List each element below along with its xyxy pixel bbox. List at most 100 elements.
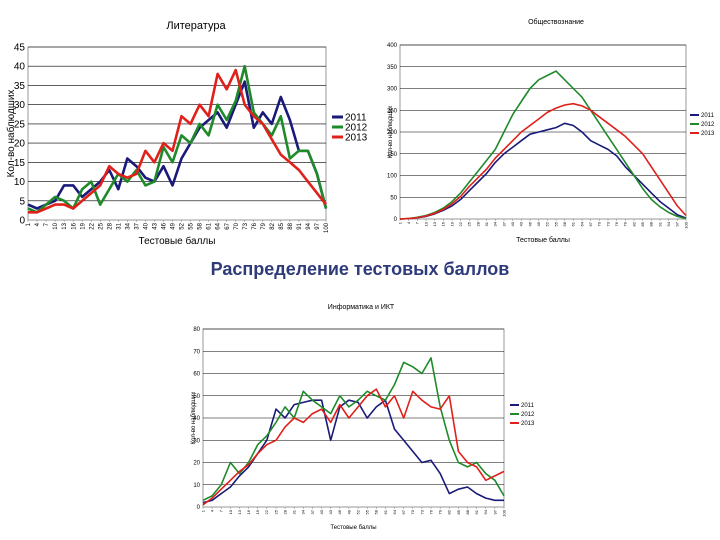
x-tick-label: 100 — [683, 221, 688, 228]
y-tick-label: 400 — [387, 43, 398, 49]
legend-entry: 2013 — [701, 131, 715, 137]
y-axis-label: Кол-во наблюдших — [388, 106, 394, 159]
x-tick-label: 7 — [219, 509, 224, 512]
x-tick-label: 55 — [553, 221, 558, 226]
x-tick-label: 85 — [640, 221, 645, 226]
x-tick-label: 67 — [225, 222, 231, 229]
y-tick-label: 30 — [193, 438, 200, 444]
x-tick-label: 19 — [449, 221, 454, 226]
y-tick-label: 50 — [193, 394, 200, 400]
y-tick-label: 45 — [14, 43, 26, 54]
x-tick-label: 52 — [545, 221, 550, 226]
x-tick-label: 43 — [519, 221, 524, 226]
x-tick-label: 70 — [234, 222, 240, 229]
x-tick-label: 37 — [134, 222, 140, 229]
y-axis-label: Кол-во наблюдших — [5, 90, 17, 178]
x-tick-label: 10 — [53, 222, 59, 229]
x-tick-label: 91 — [297, 222, 303, 229]
x-tick-label: 46 — [162, 222, 168, 229]
x-tick-label: 22 — [264, 509, 269, 514]
x-tick-label: 79 — [438, 509, 443, 514]
x-tick-label: 100 — [324, 222, 330, 233]
y-tick-label: 250 — [387, 108, 398, 114]
x-tick-label: 7 — [44, 222, 50, 226]
x-tick-label: 79 — [623, 221, 628, 226]
y-tick-label: 30 — [14, 100, 26, 111]
x-tick-label: 88 — [649, 221, 654, 226]
y-tick-label: 5 — [19, 196, 25, 207]
x-tick-label: 85 — [279, 222, 285, 229]
y-tick-label: 80 — [193, 327, 200, 333]
x-tick-label: 52 — [355, 509, 360, 514]
x-tick-label: 46 — [527, 221, 532, 226]
series-line-2013 — [399, 102, 687, 220]
x-tick-label: 25 — [273, 509, 278, 514]
y-tick-label: 300 — [387, 87, 398, 93]
y-tick-label: 20 — [14, 139, 26, 150]
legend: 2011 2012 2013 — [510, 403, 535, 427]
x-tick-label: 82 — [270, 222, 276, 229]
x-tick-label: 49 — [171, 222, 177, 229]
y-tick-label: 20 — [193, 461, 200, 467]
y-tick-label: 25 — [14, 119, 26, 130]
chart-title: Литература — [166, 20, 226, 32]
x-tick-label: 10 — [423, 221, 428, 226]
x-tick-label: 58 — [198, 222, 204, 229]
chart-title: Информатика и ИКТ — [328, 304, 395, 311]
x-tick-label: 61 — [571, 221, 576, 226]
series-line-2012 — [27, 64, 328, 214]
x-tick-label: 97 — [492, 509, 497, 514]
x-tick-label: 28 — [475, 221, 480, 226]
x-tick-label: 19 — [80, 222, 86, 229]
legend-entry: 2012 — [701, 122, 715, 128]
x-tick-label: 85 — [456, 509, 461, 514]
x-tick-label: 34 — [301, 509, 306, 514]
x-tick-label: 37 — [501, 221, 506, 226]
y-tick-label: 70 — [193, 349, 200, 355]
x-tick-label: 16 — [246, 509, 251, 514]
x-tick-label: 88 — [465, 509, 470, 514]
x-tick-label: 28 — [282, 509, 287, 514]
x-axis-label: Тестовые баллы — [139, 235, 216, 247]
x-tick-label: 82 — [631, 221, 636, 226]
x-tick-label: 88 — [288, 222, 294, 229]
legend: 2011 2012 2013 — [690, 113, 715, 137]
x-tick-label: 61 — [207, 222, 213, 229]
x-tick-label: 13 — [62, 222, 68, 229]
x-tick-label: 100 — [501, 509, 506, 516]
x-tick-label: 73 — [605, 221, 610, 226]
x-tick-label: 73 — [243, 222, 249, 229]
y-tick-label: 40 — [14, 62, 26, 73]
x-tick-label: 94 — [666, 221, 671, 226]
chart-3: Информатика и ИКТ 0 10 20 30 40 50 60 70 80 1 4 7 10 1… — [191, 304, 535, 531]
y-tick-label: 0 — [197, 505, 201, 511]
series-line-2013 — [202, 388, 505, 506]
chart-title: Обществознание — [528, 18, 584, 26]
x-tick-label: 34 — [125, 222, 131, 229]
series-line-2013 — [28, 68, 328, 214]
x-axis-label: Тестовые баллы — [330, 525, 376, 531]
x-tick-label: 28 — [107, 222, 113, 229]
x-tick-label: 82 — [447, 509, 452, 514]
x-tick-label: 52 — [180, 222, 186, 229]
x-tick-label: 97 — [315, 222, 321, 229]
x-tick-label: 76 — [428, 509, 433, 514]
x-tick-label: 49 — [536, 221, 541, 226]
y-tick-label: 60 — [193, 372, 200, 378]
x-tick-label: 25 — [98, 222, 104, 229]
x-tick-label: 31 — [292, 509, 297, 514]
x-tick-label: 58 — [562, 221, 567, 226]
y-tick-label: 200 — [387, 130, 398, 136]
x-tick-label: 94 — [483, 509, 488, 514]
x-tick-label: 19 — [255, 509, 260, 514]
x-tick-label: 73 — [419, 509, 424, 514]
y-tick-label: 350 — [387, 65, 398, 71]
x-tick-label: 91 — [657, 221, 662, 226]
x-tick-label: 22 — [89, 222, 95, 229]
y-tick-label: 100 — [387, 174, 398, 180]
x-tick-label: 40 — [510, 221, 515, 226]
x-tick-label: 4 — [210, 509, 215, 512]
x-tick-label: 76 — [614, 221, 619, 226]
x-tick-label: 55 — [365, 509, 370, 514]
x-tick-label: 10 — [228, 509, 233, 514]
